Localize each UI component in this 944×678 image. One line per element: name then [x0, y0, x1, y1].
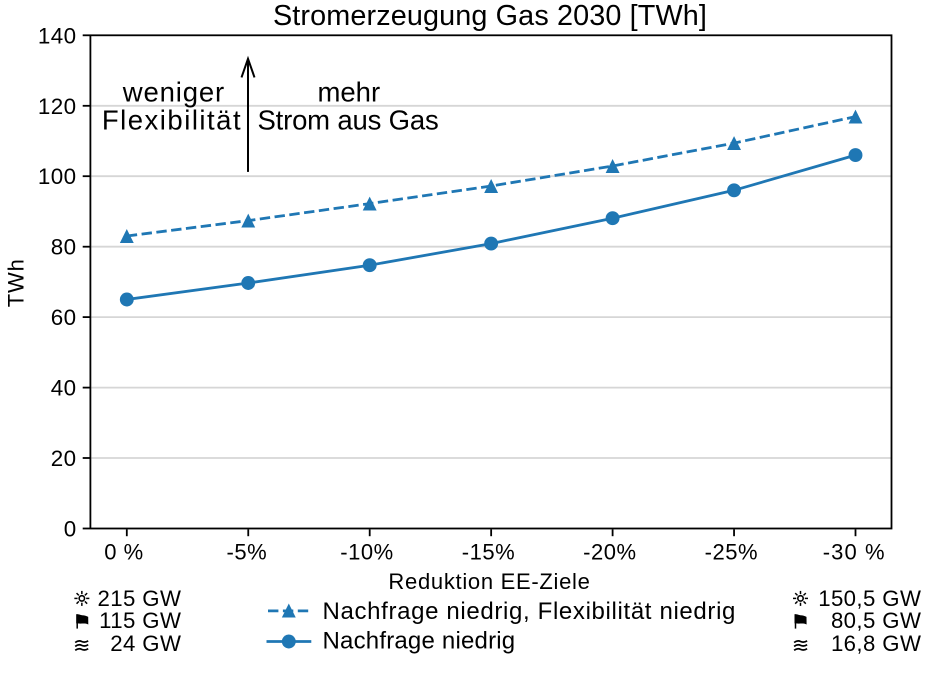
svg-text:40: 40 [51, 376, 77, 401]
svg-text:-25%: -25% [705, 539, 759, 564]
svg-text:Nachfrage niedrig: Nachfrage niedrig [323, 628, 516, 655]
svg-text:mehr: mehr [317, 76, 380, 107]
svg-text:60: 60 [51, 305, 77, 330]
svg-text:Flexibilität: Flexibilität [102, 105, 242, 136]
svg-text:100: 100 [38, 164, 77, 189]
svg-text:115 GW: 115 GW [99, 608, 181, 633]
svg-text:120: 120 [38, 94, 77, 119]
svg-text:140: 140 [38, 23, 77, 48]
svg-text:0: 0 [64, 517, 77, 542]
svg-text:Nachfrage niedrig, Flexibilitä: Nachfrage niedrig, Flexibilität niedrig [323, 598, 737, 625]
svg-text:Stromerzeugung Gas 2030 [TWh]: Stromerzeugung Gas 2030 [TWh] [273, 0, 707, 32]
svg-text:80: 80 [51, 235, 77, 260]
svg-text:20: 20 [51, 446, 77, 471]
svg-text:TWh: TWh [3, 258, 28, 307]
svg-text:80,5 GW: 80,5 GW [831, 608, 921, 633]
svg-text:-10%: -10% [340, 539, 394, 564]
svg-text:weniger: weniger [122, 76, 225, 107]
svg-text:150,5 GW: 150,5 GW [818, 586, 921, 611]
svg-text:-5%: -5% [227, 539, 268, 564]
svg-text:Reduktion EE-Ziele: Reduktion EE-Ziele [388, 569, 590, 594]
svg-text:215 GW: 215 GW [98, 586, 182, 611]
svg-text:-30 %: -30 % [823, 539, 886, 564]
svg-text:-20%: -20% [583, 539, 637, 564]
svg-text:24 GW: 24 GW [110, 631, 181, 656]
svg-text:16,8 GW: 16,8 GW [831, 631, 921, 656]
svg-text:-15%: -15% [462, 539, 516, 564]
svg-text:0 %: 0 % [104, 539, 144, 564]
svg-text:Strom aus Gas: Strom aus Gas [257, 105, 438, 136]
